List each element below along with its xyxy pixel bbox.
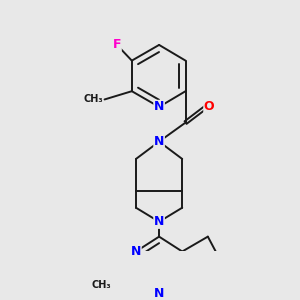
Text: CH₃: CH₃ [92,280,112,290]
Text: N: N [154,215,164,228]
Text: CH₃: CH₃ [84,94,103,104]
Text: N: N [154,100,164,113]
Text: F: F [113,38,121,51]
Text: O: O [204,100,214,113]
Text: N: N [131,245,141,258]
Text: N: N [154,287,164,300]
Text: N: N [154,135,164,148]
